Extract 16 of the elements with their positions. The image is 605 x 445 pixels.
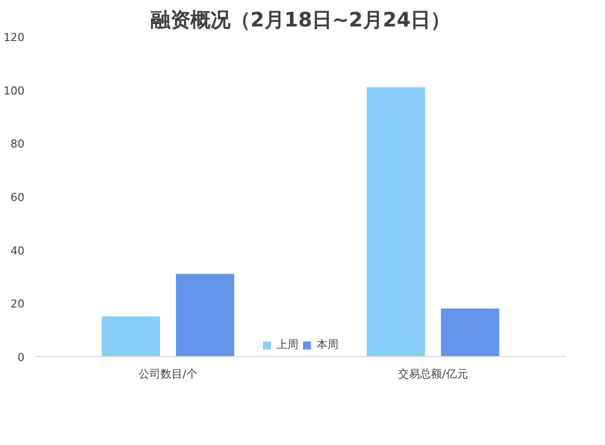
y-tick-label: 120	[4, 31, 25, 44]
bar	[102, 316, 160, 356]
y-tick-label: 100	[4, 84, 25, 98]
y-tick-label: 40	[10, 244, 25, 258]
legend-label: 本周	[316, 337, 338, 352]
bar	[440, 308, 500, 356]
x-tick-label: 交易总额/亿元	[398, 368, 468, 380]
y-tick-label: 80	[10, 138, 25, 151]
bar	[366, 87, 426, 356]
y-tick-label: 60	[10, 191, 25, 204]
y-tick-label: 20	[10, 298, 25, 311]
legend-label: 上周	[276, 337, 298, 352]
y-tick-label: 0	[18, 351, 24, 364]
x-tick-label: 公司数目/个	[138, 368, 198, 380]
chart-title: 融资概况（2月18日~2月24日）	[150, 8, 451, 32]
bar	[176, 274, 234, 356]
